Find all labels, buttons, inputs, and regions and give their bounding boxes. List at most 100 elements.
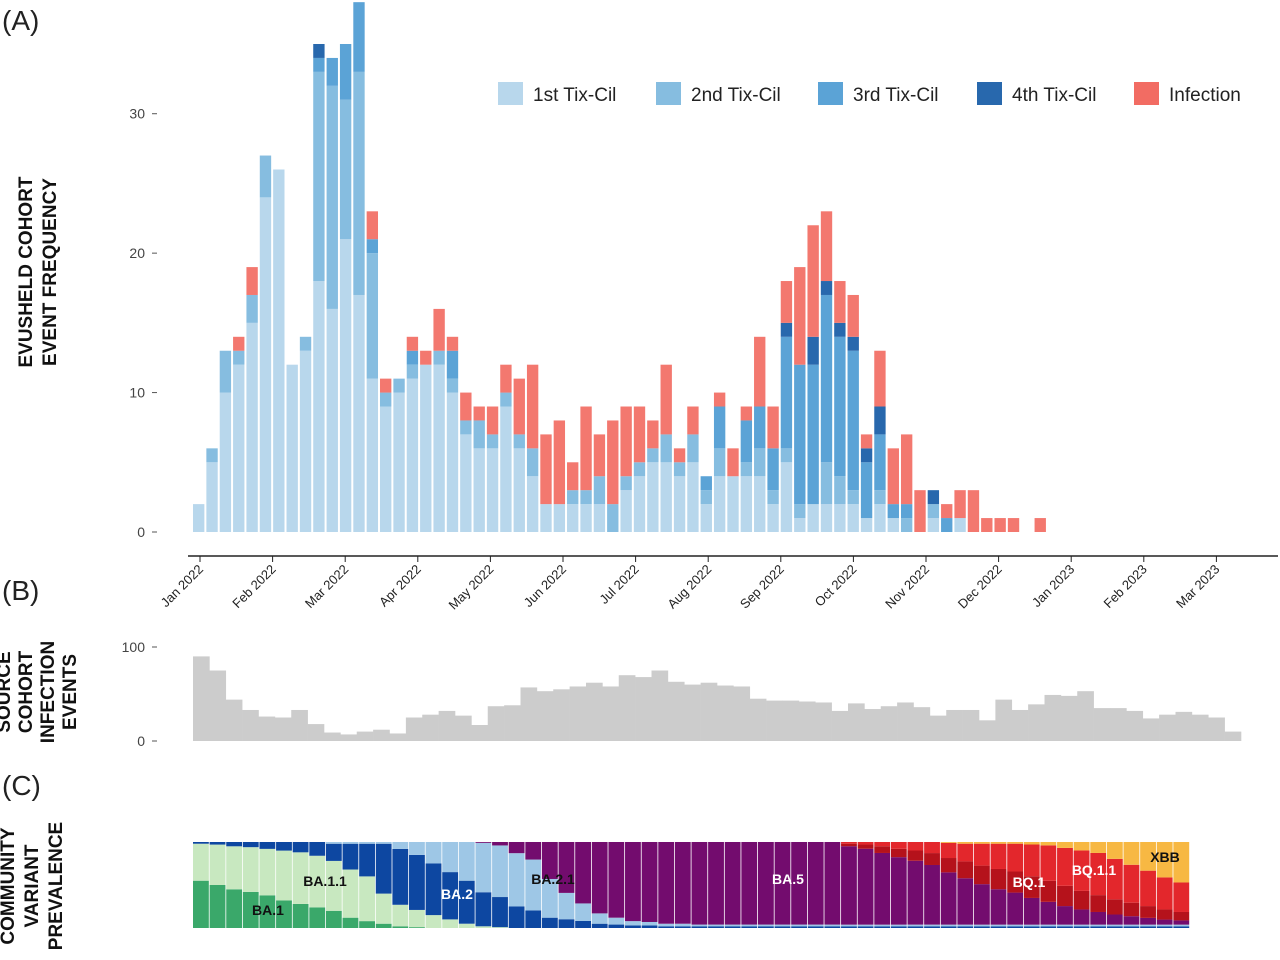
segment-c-ba-2-1-48: [990, 924, 1007, 927]
bar-a-1st-tix-cil-8: [299, 350, 312, 532]
bar-a-1st-tix-cil-47: [820, 504, 833, 532]
segment-c-ba-1-2: [226, 889, 243, 928]
segment-c-ba-2-1-38: [824, 924, 841, 927]
panel-c-ylabel-line-2: VARIANT: [22, 844, 43, 927]
segment-c-ba-1-1-9: [342, 869, 359, 918]
bar-a-2nd-tix-cil-24: [513, 434, 525, 449]
segment-c-ba-2-1-37: [807, 924, 824, 927]
segment-c-ba-5-35: [774, 842, 791, 925]
bar-a-3rd-tix-cil-48: [834, 336, 846, 477]
bar-a-2nd-tix-cil-12: [353, 71, 365, 295]
segment-c-ba-1-13: [409, 927, 425, 928]
segment-c-ba-2-1-31: [708, 924, 724, 927]
bar-a-infection-56: [941, 504, 953, 519]
segment-c-ba-5-48: [990, 889, 1007, 925]
segment-c-ba-2-1-18: [492, 845, 508, 898]
segment-c-ba-2-1-50: [1023, 924, 1040, 927]
segment-c-ba-5-41: [874, 852, 891, 925]
segment-c-ba-2-1-29: [674, 923, 691, 927]
panel-b-bars: [193, 656, 1242, 741]
bar-b-33: [733, 686, 751, 741]
bar-a-2nd-tix-cil-16: [406, 364, 419, 379]
segment-c-bq-1-45: [940, 858, 957, 873]
bar-b-61: [1191, 714, 1209, 741]
segment-c-ba-2-56: [1123, 926, 1140, 928]
panel-a-ylabel-line-1: EVUSHELD COHORT: [16, 176, 37, 367]
segment-c-ba-2-1-24: [591, 913, 608, 924]
bar-a-2nd-tix-cil-23: [500, 392, 512, 407]
segment-c-xbb-59: [1173, 842, 1190, 883]
bar-a-1st-tix-cil-3: [233, 364, 245, 532]
segment-c-ba-2-29: [674, 926, 691, 928]
bar-a-1st-tix-cil-11: [339, 239, 352, 532]
segment-c-ba-2-9: [342, 843, 359, 870]
bar-a-infection-39: [713, 392, 726, 407]
segment-c-ba-2-28: [658, 926, 675, 928]
segment-c-ba-5-20: [525, 842, 542, 860]
bar-b-45: [929, 715, 947, 741]
bar-a-2nd-tix-cil-4: [246, 294, 258, 323]
bar-a-3rd-tix-cil-50: [860, 462, 873, 519]
bar-a-infection-18: [433, 308, 445, 351]
variant-label-bq-1-1: BQ.1.1: [1072, 862, 1117, 878]
bar-a-2nd-tix-cil-11: [339, 99, 352, 240]
segment-c-ba-2-37: [807, 926, 824, 928]
bar-a-infection-4: [246, 267, 258, 295]
segment-c-ba-2-1-14: [425, 842, 442, 864]
bar-b-2: [225, 699, 243, 741]
segment-c-ba-5-43: [907, 860, 924, 925]
bar-a-infection-26: [540, 434, 552, 505]
bar-a-1st-tix-cil-10: [326, 308, 338, 532]
segment-c-ba-2-1-27: [641, 921, 658, 926]
segment-c-ba-2-52: [1057, 926, 1073, 928]
segment-c-ba-1-1-18: [492, 927, 508, 928]
bar-a-infection-14: [380, 378, 392, 393]
bar-a-infection-53: [900, 434, 913, 505]
segment-c-xbb-48: [990, 842, 1007, 844]
segment-c-ba-2-51: [1040, 926, 1057, 928]
x-tick-label-a-14: Mar 2023: [1173, 562, 1222, 611]
bar-a-2nd-tix-cil-43: [767, 490, 779, 505]
segment-c-ba-2-0: [193, 842, 209, 844]
x-tick-label-a-12: Jan 2023: [1029, 562, 1077, 610]
segment-c-ba-5-39: [841, 846, 857, 925]
segment-c-bq-1-54: [1090, 895, 1107, 912]
bar-a-2nd-tix-cil-34: [647, 448, 659, 463]
segment-c-bq-1-1-45: [940, 842, 957, 859]
bar-b-41: [864, 709, 882, 741]
segment-c-ba-5-29: [674, 842, 691, 924]
segment-c-xbb-50: [1023, 842, 1040, 845]
bar-b-58: [1142, 718, 1160, 741]
segment-c-ba-5-55: [1106, 914, 1123, 925]
bar-a-1st-tix-cil-19: [446, 392, 459, 532]
variant-label-bq-1: BQ.1: [1013, 874, 1046, 890]
bar-a-3rd-tix-cil-13: [366, 239, 379, 254]
segment-c-ba-2-27: [641, 925, 658, 928]
bar-a-2nd-tix-cil-14: [380, 392, 392, 407]
bar-a-2nd-tix-cil-39: [713, 448, 726, 477]
panel-c-bars: [193, 842, 1190, 928]
segment-c-bq-1-1-54: [1090, 852, 1107, 896]
variant-label-xbb: XBB: [1150, 849, 1180, 865]
bar-a-1st-tix-cil-43: [767, 504, 779, 532]
segment-c-ba-2-1-13: [409, 842, 425, 855]
segment-c-ba-5-30: [691, 842, 708, 925]
segment-c-bq-1-1-57: [1140, 870, 1156, 907]
bar-a-infection-41: [740, 406, 753, 421]
bar-a-infection-36: [673, 448, 686, 463]
segment-c-bq-1-51: [1040, 880, 1057, 902]
bar-b-48: [979, 720, 996, 741]
bar-a-1st-tix-cil-41: [740, 476, 753, 532]
bar-a-1st-tix-cil-20: [460, 434, 472, 532]
bar-a-4th-tix-cil-44: [780, 322, 793, 337]
segment-c-ba-2-57: [1140, 926, 1156, 928]
segment-c-ba-2-32: [724, 926, 741, 928]
segment-c-ba-2-6: [292, 842, 309, 853]
bar-b-37: [798, 701, 816, 741]
bar-a-2nd-tix-cil-18: [433, 350, 445, 365]
bar-a-infection-3: [233, 336, 245, 351]
bar-a-3rd-tix-cil-11: [339, 44, 352, 100]
segment-c-ba-2-1-58: [1156, 924, 1173, 927]
segment-c-ba-5-26: [625, 842, 641, 922]
segment-c-bq-1-1-53: [1073, 850, 1090, 891]
